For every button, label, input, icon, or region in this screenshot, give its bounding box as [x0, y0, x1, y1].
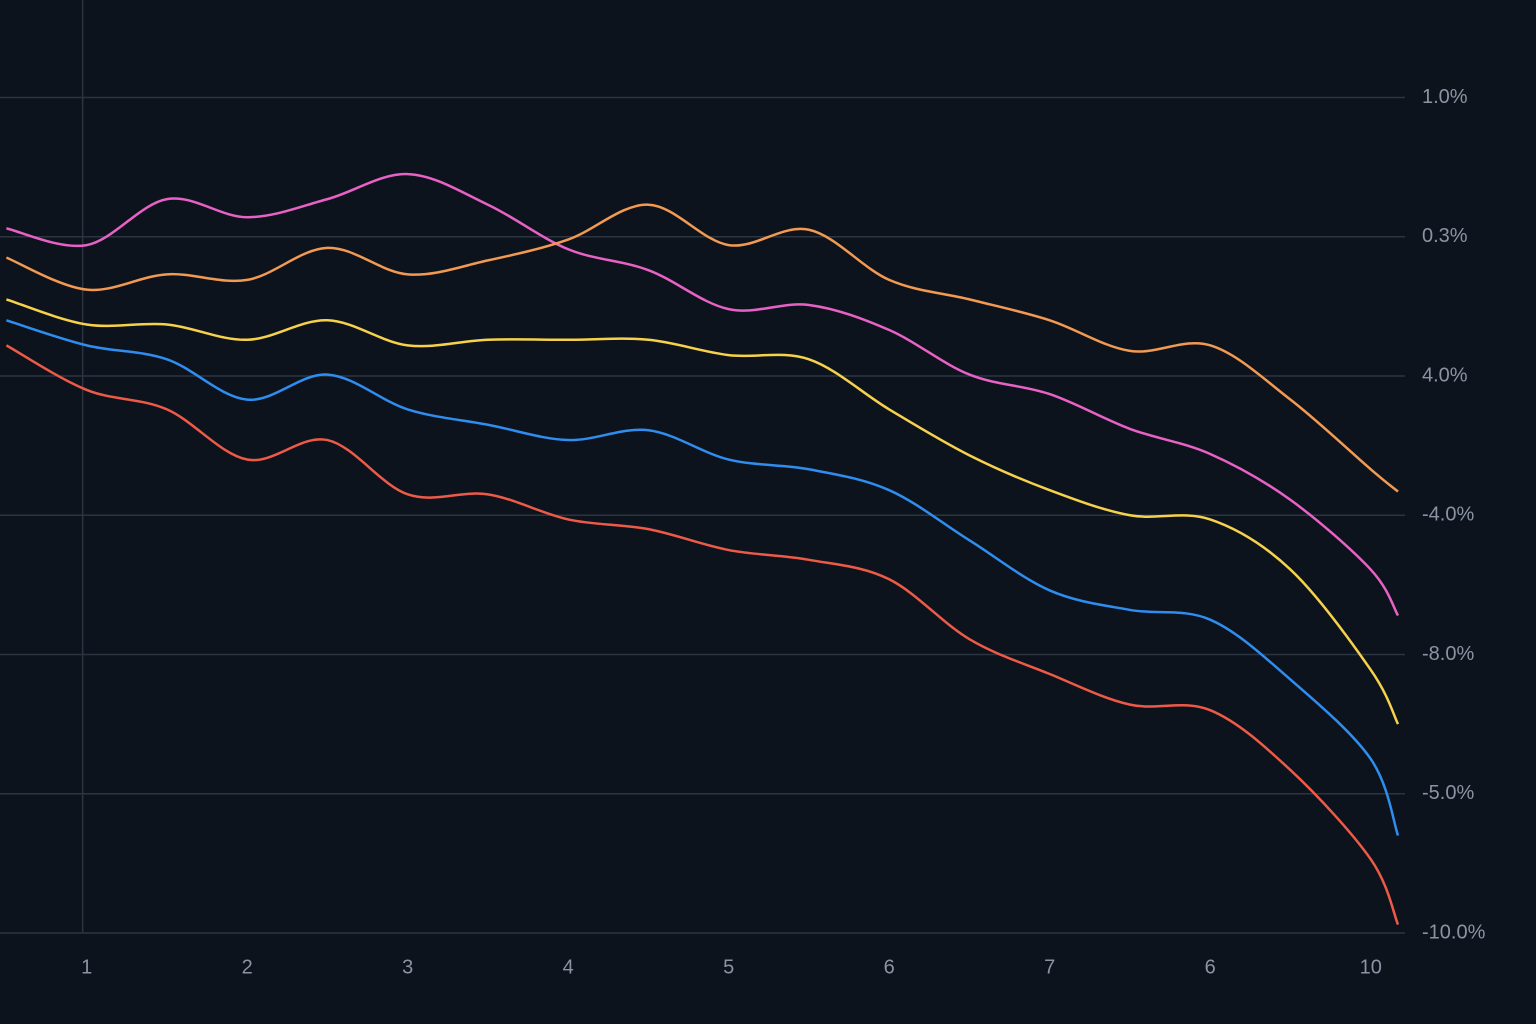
- y-tick-label: 1.0%: [1422, 86, 1468, 108]
- x-tick-label: 7: [1044, 956, 1055, 978]
- line: [6, 319, 1400, 836]
- x-tick-label: 5: [723, 956, 734, 978]
- x-tick-label: 6: [884, 956, 895, 978]
- x-tick-label: 3: [402, 956, 413, 978]
- x-tick-label: 2: [242, 956, 253, 978]
- y-tick-label: 4.0%: [1422, 364, 1468, 386]
- x-tick-label: 4: [563, 956, 574, 978]
- x-tick-label: 1: [81, 956, 92, 978]
- y-tick-label: -5.0%: [1422, 782, 1474, 804]
- x-tick-label: 10: [1360, 956, 1382, 978]
- line: [5, 203, 1399, 493]
- y-tick-label: 0.3%: [1422, 225, 1468, 247]
- line: [6, 298, 1400, 725]
- x-tick-label: 6: [1205, 956, 1216, 978]
- y-tick-label: -10.0%: [1422, 921, 1486, 943]
- line: [5, 344, 1400, 926]
- y-tick-label: -4.0%: [1422, 504, 1474, 526]
- y-tick-label: -8.0%: [1422, 643, 1474, 665]
- line: [6, 172, 1400, 617]
